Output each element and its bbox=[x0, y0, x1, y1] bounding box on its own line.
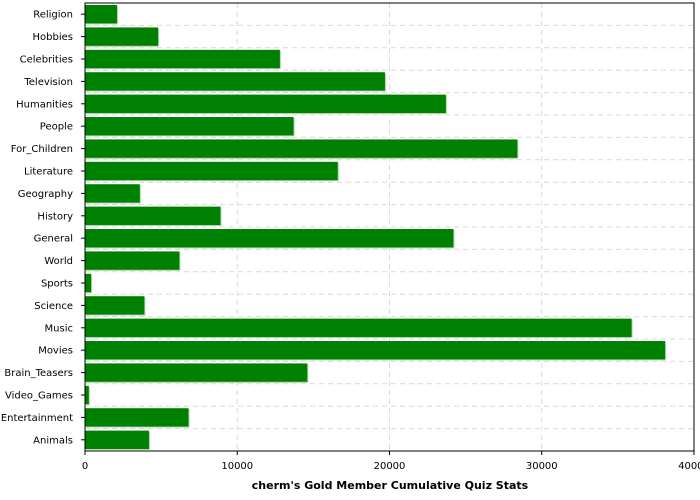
category-labels: Religion Hobbies Celebrities Television Huma… bbox=[1, 10, 73, 447]
bar-science bbox=[85, 296, 145, 315]
category-label: Television bbox=[23, 77, 73, 88]
bar-celebrities bbox=[85, 49, 280, 69]
category-label: Religion bbox=[33, 10, 73, 21]
category-label: History bbox=[37, 211, 73, 222]
bar-animals bbox=[85, 430, 149, 449]
x-tick-label: 0 bbox=[82, 461, 88, 472]
bar-humanities bbox=[85, 94, 446, 113]
x-tick-labels: 0 10000 20000 30000 40000 bbox=[82, 461, 700, 472]
axes bbox=[81, 2, 695, 455]
bar-music bbox=[85, 318, 632, 337]
bar-general bbox=[85, 229, 454, 248]
bar-television bbox=[85, 72, 385, 91]
category-label: Brain_Teasers bbox=[4, 368, 73, 379]
category-label: Animals bbox=[33, 435, 73, 446]
x-tick-label: 30000 bbox=[526, 461, 558, 472]
category-label: Video_Games bbox=[5, 391, 73, 402]
bar-people bbox=[85, 117, 294, 136]
bar-brain-teasers bbox=[85, 363, 308, 382]
x-tick-label: 10000 bbox=[221, 461, 253, 472]
category-label: Hobbies bbox=[33, 32, 73, 43]
bar-video-games bbox=[85, 385, 89, 405]
category-label: World bbox=[44, 256, 73, 267]
category-label: Science bbox=[34, 301, 73, 312]
x-tick-label: 40000 bbox=[678, 461, 700, 472]
bar-entertainment bbox=[85, 408, 189, 427]
x-tick-label: 20000 bbox=[374, 461, 406, 472]
category-label: Entertainment bbox=[1, 413, 73, 424]
category-label: General bbox=[34, 234, 73, 245]
category-label: Literature bbox=[24, 167, 73, 178]
x-axis-title: cherm's Gold Member Cumulative Quiz Stat… bbox=[252, 479, 529, 492]
bar-world bbox=[85, 251, 180, 270]
category-label: Sports bbox=[41, 279, 73, 290]
bar-history bbox=[85, 206, 221, 225]
category-label: Geography bbox=[18, 189, 73, 200]
bar-for-children bbox=[85, 139, 518, 158]
category-label: People bbox=[40, 122, 73, 133]
category-label: Movies bbox=[38, 346, 73, 357]
category-label: Music bbox=[45, 323, 73, 334]
bar-religion bbox=[85, 5, 117, 24]
category-label: Celebrities bbox=[20, 55, 73, 66]
bars bbox=[85, 5, 667, 450]
bar-hobbies bbox=[85, 27, 159, 46]
bar-movies bbox=[85, 341, 666, 360]
grid-lines bbox=[85, 3, 695, 451]
category-label: Humanities bbox=[16, 99, 73, 110]
bar-sports bbox=[85, 273, 92, 293]
category-label: For_Children bbox=[11, 144, 73, 155]
bar-geography bbox=[85, 184, 140, 203]
bar-literature bbox=[85, 161, 338, 181]
